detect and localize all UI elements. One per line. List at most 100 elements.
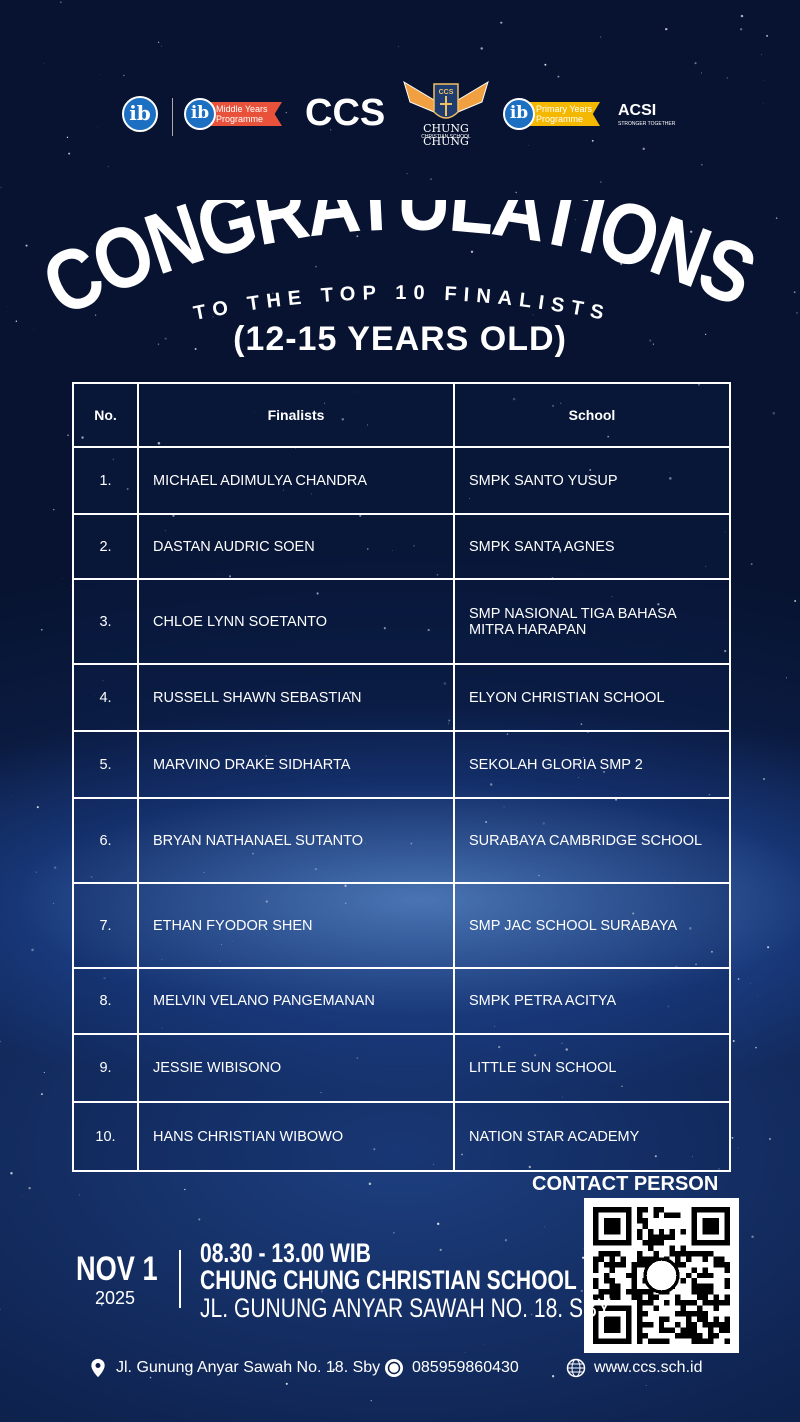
star xyxy=(515,191,517,194)
star xyxy=(67,434,69,437)
star xyxy=(757,994,759,996)
star xyxy=(737,1147,739,1149)
event-time: 08.30 - 13.00 WIB xyxy=(200,1238,371,1268)
ib-logo: ib xyxy=(503,98,535,130)
col-header-school: School xyxy=(453,382,731,448)
table-row: 3. CHLOE LYNN SOETANTO SMP NASIONAL TIGA B… xyxy=(72,578,731,665)
divider xyxy=(172,98,173,136)
col-header-finalists: Finalists xyxy=(137,382,455,448)
star xyxy=(763,778,765,780)
star xyxy=(198,1218,201,1221)
star xyxy=(35,871,37,873)
finalist-name: RUSSELL SHAWN SEBASTIAN xyxy=(137,663,455,732)
star xyxy=(53,508,55,511)
star xyxy=(751,1235,754,1239)
col-header-no: No. xyxy=(72,382,139,448)
website-link: www.ccs.sch.id xyxy=(594,1359,703,1376)
star xyxy=(184,1188,186,1191)
star xyxy=(10,1172,13,1175)
row-number: 10. xyxy=(72,1101,139,1172)
star xyxy=(43,62,45,64)
finalist-name: JESSIE WIBISONO xyxy=(137,1033,455,1103)
star xyxy=(750,563,753,566)
phone-text: 085959860430 xyxy=(412,1359,519,1376)
star xyxy=(600,181,602,183)
divider xyxy=(179,1250,181,1308)
star xyxy=(739,28,743,31)
star xyxy=(701,164,703,166)
whatsapp-icon xyxy=(643,1257,680,1294)
star xyxy=(504,1239,508,1242)
star xyxy=(786,677,788,679)
event-address: JL. GUNUNG ANYAR SAWAH NO. 18. SBY xyxy=(200,1293,612,1323)
age-category: (12-15 YEARS OLD) xyxy=(233,320,567,358)
school-name: SMPK SANTO YUSUP xyxy=(453,446,731,515)
star xyxy=(61,578,63,579)
row-number: 3. xyxy=(72,578,139,665)
star xyxy=(161,45,162,47)
svg-text:CCS: CCS xyxy=(439,89,454,96)
ib-logo: ib xyxy=(122,96,158,132)
star xyxy=(544,63,547,66)
school-crest-icon: CCS xyxy=(403,80,489,119)
row-number: 6. xyxy=(72,797,139,884)
star xyxy=(732,1040,735,1042)
finalists-table: No. Finalists School 1. MICHAEL ADIMULYA … xyxy=(72,382,731,1172)
star xyxy=(794,599,797,602)
star xyxy=(766,34,769,37)
whatsapp-icon xyxy=(385,1359,403,1377)
table-row: 7. ETHAN FYODOR SHEN SMP JAC SCHOOL SURABA… xyxy=(72,882,731,969)
whatsapp-qr-code[interactable] xyxy=(584,1198,739,1353)
star xyxy=(398,46,399,47)
row-number: 1. xyxy=(72,446,139,515)
table-row: 6. BRYAN NATHANAEL SUTANTO SURABAYA CAMBRI… xyxy=(72,797,731,884)
star xyxy=(740,14,744,18)
star xyxy=(767,946,770,949)
star xyxy=(645,1385,647,1386)
star xyxy=(406,173,408,175)
finalist-name: MICHAEL ADIMULYA CHANDRA xyxy=(137,446,455,515)
star xyxy=(436,1222,440,1226)
star xyxy=(500,21,503,24)
footer-phone[interactable]: 085959860430 xyxy=(384,1358,519,1378)
star xyxy=(59,1,62,4)
table-row: 5. MARVINO DRAKE SIDHARTA SEKOLAH GLORIA S… xyxy=(72,730,731,799)
star xyxy=(63,153,65,155)
star xyxy=(40,628,43,631)
page-title: CONGRATULATIONS xyxy=(29,200,767,330)
table-row: 2. DASTAN AUDRIC SOEN SMPK SANTA AGNES xyxy=(72,513,731,580)
finalist-name: CHLOE LYNN SOETANTO xyxy=(137,578,455,665)
title-arc: CONGRATULATIONS TO THE TOP 10 FINALISTS xyxy=(29,200,770,330)
star xyxy=(439,1248,442,1252)
star xyxy=(544,1226,546,1228)
star xyxy=(464,1351,466,1353)
school-name: SEKOLAH GLORIA SMP 2 xyxy=(453,730,731,799)
star xyxy=(694,62,697,65)
address-text: Jl. Gunung Anyar Sawah No. 18. Sby xyxy=(116,1359,381,1376)
finalist-name: MELVIN VELANO PANGEMANAN xyxy=(137,967,455,1035)
star xyxy=(22,1195,23,1196)
event-year: 2025 xyxy=(95,1288,136,1308)
star xyxy=(68,152,71,155)
finalist-name: BRYAN NATHANAEL SUTANTO xyxy=(137,797,455,884)
school-name: SMPK SANTA AGNES xyxy=(453,513,731,580)
globe-icon xyxy=(566,1358,586,1378)
subtitle: TO THE TOP 10 FINALISTS xyxy=(192,282,608,325)
star xyxy=(31,948,34,952)
row-number: 8. xyxy=(72,967,139,1035)
table-row: 8. MELVIN VELANO PANGEMANAN SMPK PETRA ACI… xyxy=(72,967,731,1035)
star xyxy=(54,866,57,869)
finalist-name: DASTAN AUDRIC SOEN xyxy=(137,513,455,580)
table-row: 4. RUSSELL SHAWN SEBASTIAN ELYON CHRISTIAN… xyxy=(72,663,731,732)
star xyxy=(370,1399,372,1402)
row-number: 4. xyxy=(72,663,139,732)
star xyxy=(28,1186,31,1190)
star xyxy=(285,1382,288,1385)
star xyxy=(755,1046,757,1049)
acsi-tagline: STRONGER TOGETHER xyxy=(618,121,676,127)
footer-website[interactable]: www.ccs.sch.id xyxy=(566,1358,702,1378)
acsi-logo: ACSI xyxy=(618,102,657,119)
school-name: ELYON CHRISTIAN SCHOOL xyxy=(453,663,731,732)
star xyxy=(769,1138,771,1140)
event-date: NOV 1 xyxy=(76,1250,158,1288)
